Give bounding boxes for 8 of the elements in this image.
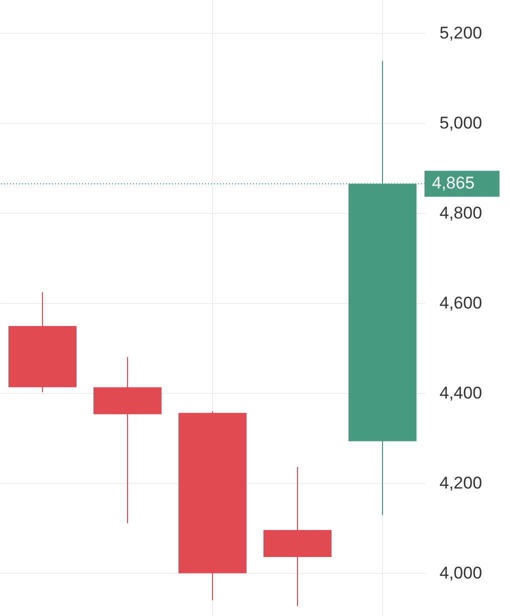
- y-tick-label: 5,000: [440, 113, 482, 132]
- y-tick-label: 4,200: [440, 474, 482, 493]
- y-tick-label: 4,800: [440, 203, 482, 222]
- y-tick-label: 4,600: [440, 294, 482, 313]
- y-tick-label: 4,000: [440, 564, 482, 583]
- y-tick-label: 5,200: [440, 23, 482, 42]
- ref-line-label: 4,865: [432, 174, 475, 193]
- y-tick-label: 4,400: [440, 384, 482, 403]
